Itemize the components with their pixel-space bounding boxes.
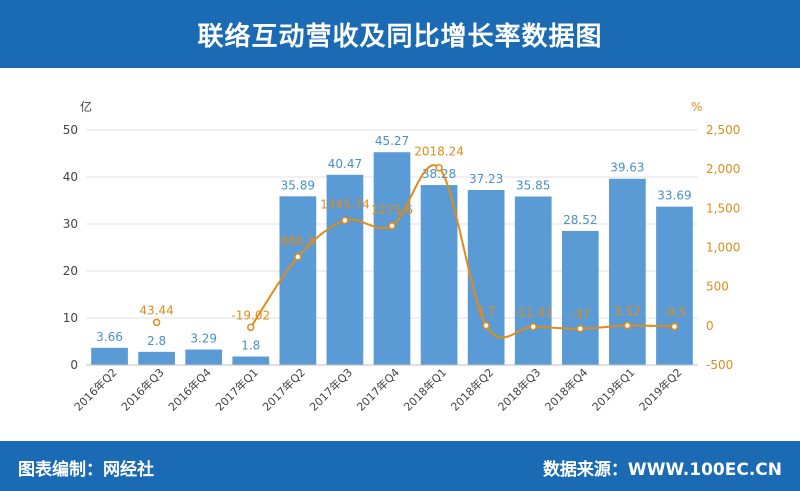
bar-value-label: 33.69 xyxy=(657,189,691,203)
growth-point xyxy=(341,216,349,225)
bar-value-label: 38.28 xyxy=(422,167,456,181)
bar-value-label: 40.47 xyxy=(328,157,362,171)
bar xyxy=(185,349,223,365)
x-tick-label: 2018年Q2 xyxy=(448,365,497,414)
y-right-tick-label: 0 xyxy=(706,319,714,333)
growth-value-label: -19.02 xyxy=(231,308,270,322)
y-right-tick-label: 1,500 xyxy=(706,201,740,215)
bar-value-label: 35.85 xyxy=(516,179,550,193)
bar-value-label: 1.8 xyxy=(241,339,260,353)
y-right-unit: % xyxy=(691,100,702,114)
y-left-tick-label: 30 xyxy=(63,217,78,231)
footer-bar: 图表编制：网经社 数据来源：WWW.100EC.CN xyxy=(0,441,800,491)
growth-point xyxy=(294,253,302,261)
bar-value-label: 45.27 xyxy=(375,134,409,148)
bar xyxy=(279,196,317,365)
chart-maker: 图表编制：网经社 xyxy=(18,460,154,480)
y-left-tick-label: 40 xyxy=(63,170,78,184)
y-right-tick-label: 2,000 xyxy=(706,162,740,176)
growth-value-label: 3.7 xyxy=(477,305,496,319)
growth-line xyxy=(249,164,675,339)
x-tick-label: 2017年Q2 xyxy=(259,365,308,414)
y-right-tick-label: -500 xyxy=(706,358,733,372)
bar xyxy=(561,230,599,365)
y-right-tick-label: 500 xyxy=(706,280,729,294)
x-tick-label: 2018年Q3 xyxy=(495,365,544,414)
bar xyxy=(420,185,458,365)
data-source: 数据来源：WWW.100EC.CN xyxy=(542,460,782,480)
growth-point xyxy=(623,321,632,330)
header-bar: 联络互动营收及同比增长率数据图 xyxy=(0,0,800,68)
growth-value-label: -37 xyxy=(571,308,591,322)
y-right-tick-label: 1,000 xyxy=(706,241,740,255)
growth-point xyxy=(482,321,490,330)
bar-value-label: 39.63 xyxy=(610,161,644,175)
bar xyxy=(373,152,411,365)
x-tick-label: 2017年Q3 xyxy=(306,365,355,414)
bar xyxy=(138,351,175,365)
y-left-unit: 亿 xyxy=(80,99,92,114)
growth-point xyxy=(670,322,679,331)
growth-value-label: 3.52 xyxy=(614,305,641,319)
x-tick-label: 2017年Q4 xyxy=(354,365,403,414)
bar-value-label: 3.66 xyxy=(96,330,123,344)
bar-value-label: 37.23 xyxy=(469,172,503,186)
chart: 0 10 20 30 40 50亿 -500 0 500 1,000 1,500 2,000 2,500… xyxy=(63,99,741,414)
bar-value-label: 28.52 xyxy=(563,213,597,227)
growth-point xyxy=(435,163,443,172)
bar xyxy=(91,347,128,365)
x-tick-label: 2018年Q1 xyxy=(401,365,450,414)
x-tick-label: 2016年Q4 xyxy=(165,365,214,414)
bar xyxy=(467,190,505,365)
growth-point xyxy=(152,318,161,327)
y-left-tick-label: 20 xyxy=(63,264,78,278)
y-left-tick-label: 10 xyxy=(63,311,78,325)
x-tick-label: 2018年Q4 xyxy=(542,365,591,414)
x-tick-label: 2016年Q2 xyxy=(71,365,120,414)
y-left-tick-label: 0 xyxy=(70,358,78,372)
growth-value-label: -9.5 xyxy=(663,306,686,320)
y-left-tick-label: 50 xyxy=(63,123,78,137)
x-tick-label: 2019年Q1 xyxy=(589,365,638,414)
growth-point xyxy=(529,322,537,331)
growth-point xyxy=(247,323,255,332)
bar-value-label: 35.89 xyxy=(281,178,315,192)
page-title: 联络互动营收及同比增长率数据图 xyxy=(197,21,603,52)
x-tick-label: 2019年Q2 xyxy=(636,365,685,414)
bar-value-label: 3.29 xyxy=(190,332,217,346)
growth-value-label: -11.41 xyxy=(514,306,553,320)
bar xyxy=(514,196,552,365)
bar xyxy=(609,178,646,365)
growth-value-label: 43.44 xyxy=(139,303,173,317)
bar xyxy=(232,356,270,365)
bar-value-label: 2.8 xyxy=(147,334,166,348)
growth-value-label: 1275.6 xyxy=(371,203,413,217)
bar xyxy=(326,174,364,365)
growth-value-label: 880.4 xyxy=(281,234,315,248)
growth-value-label: 2018.24 xyxy=(414,145,464,159)
growth-point xyxy=(576,324,585,333)
growth-value-label: 1345.74 xyxy=(320,197,370,211)
growth-point xyxy=(388,222,396,230)
bar xyxy=(656,206,693,365)
x-tick-label: 2016年Q3 xyxy=(118,365,167,414)
y-right-tick-label: 2,500 xyxy=(706,123,740,137)
x-tick-label: 2017年Q1 xyxy=(212,365,261,414)
